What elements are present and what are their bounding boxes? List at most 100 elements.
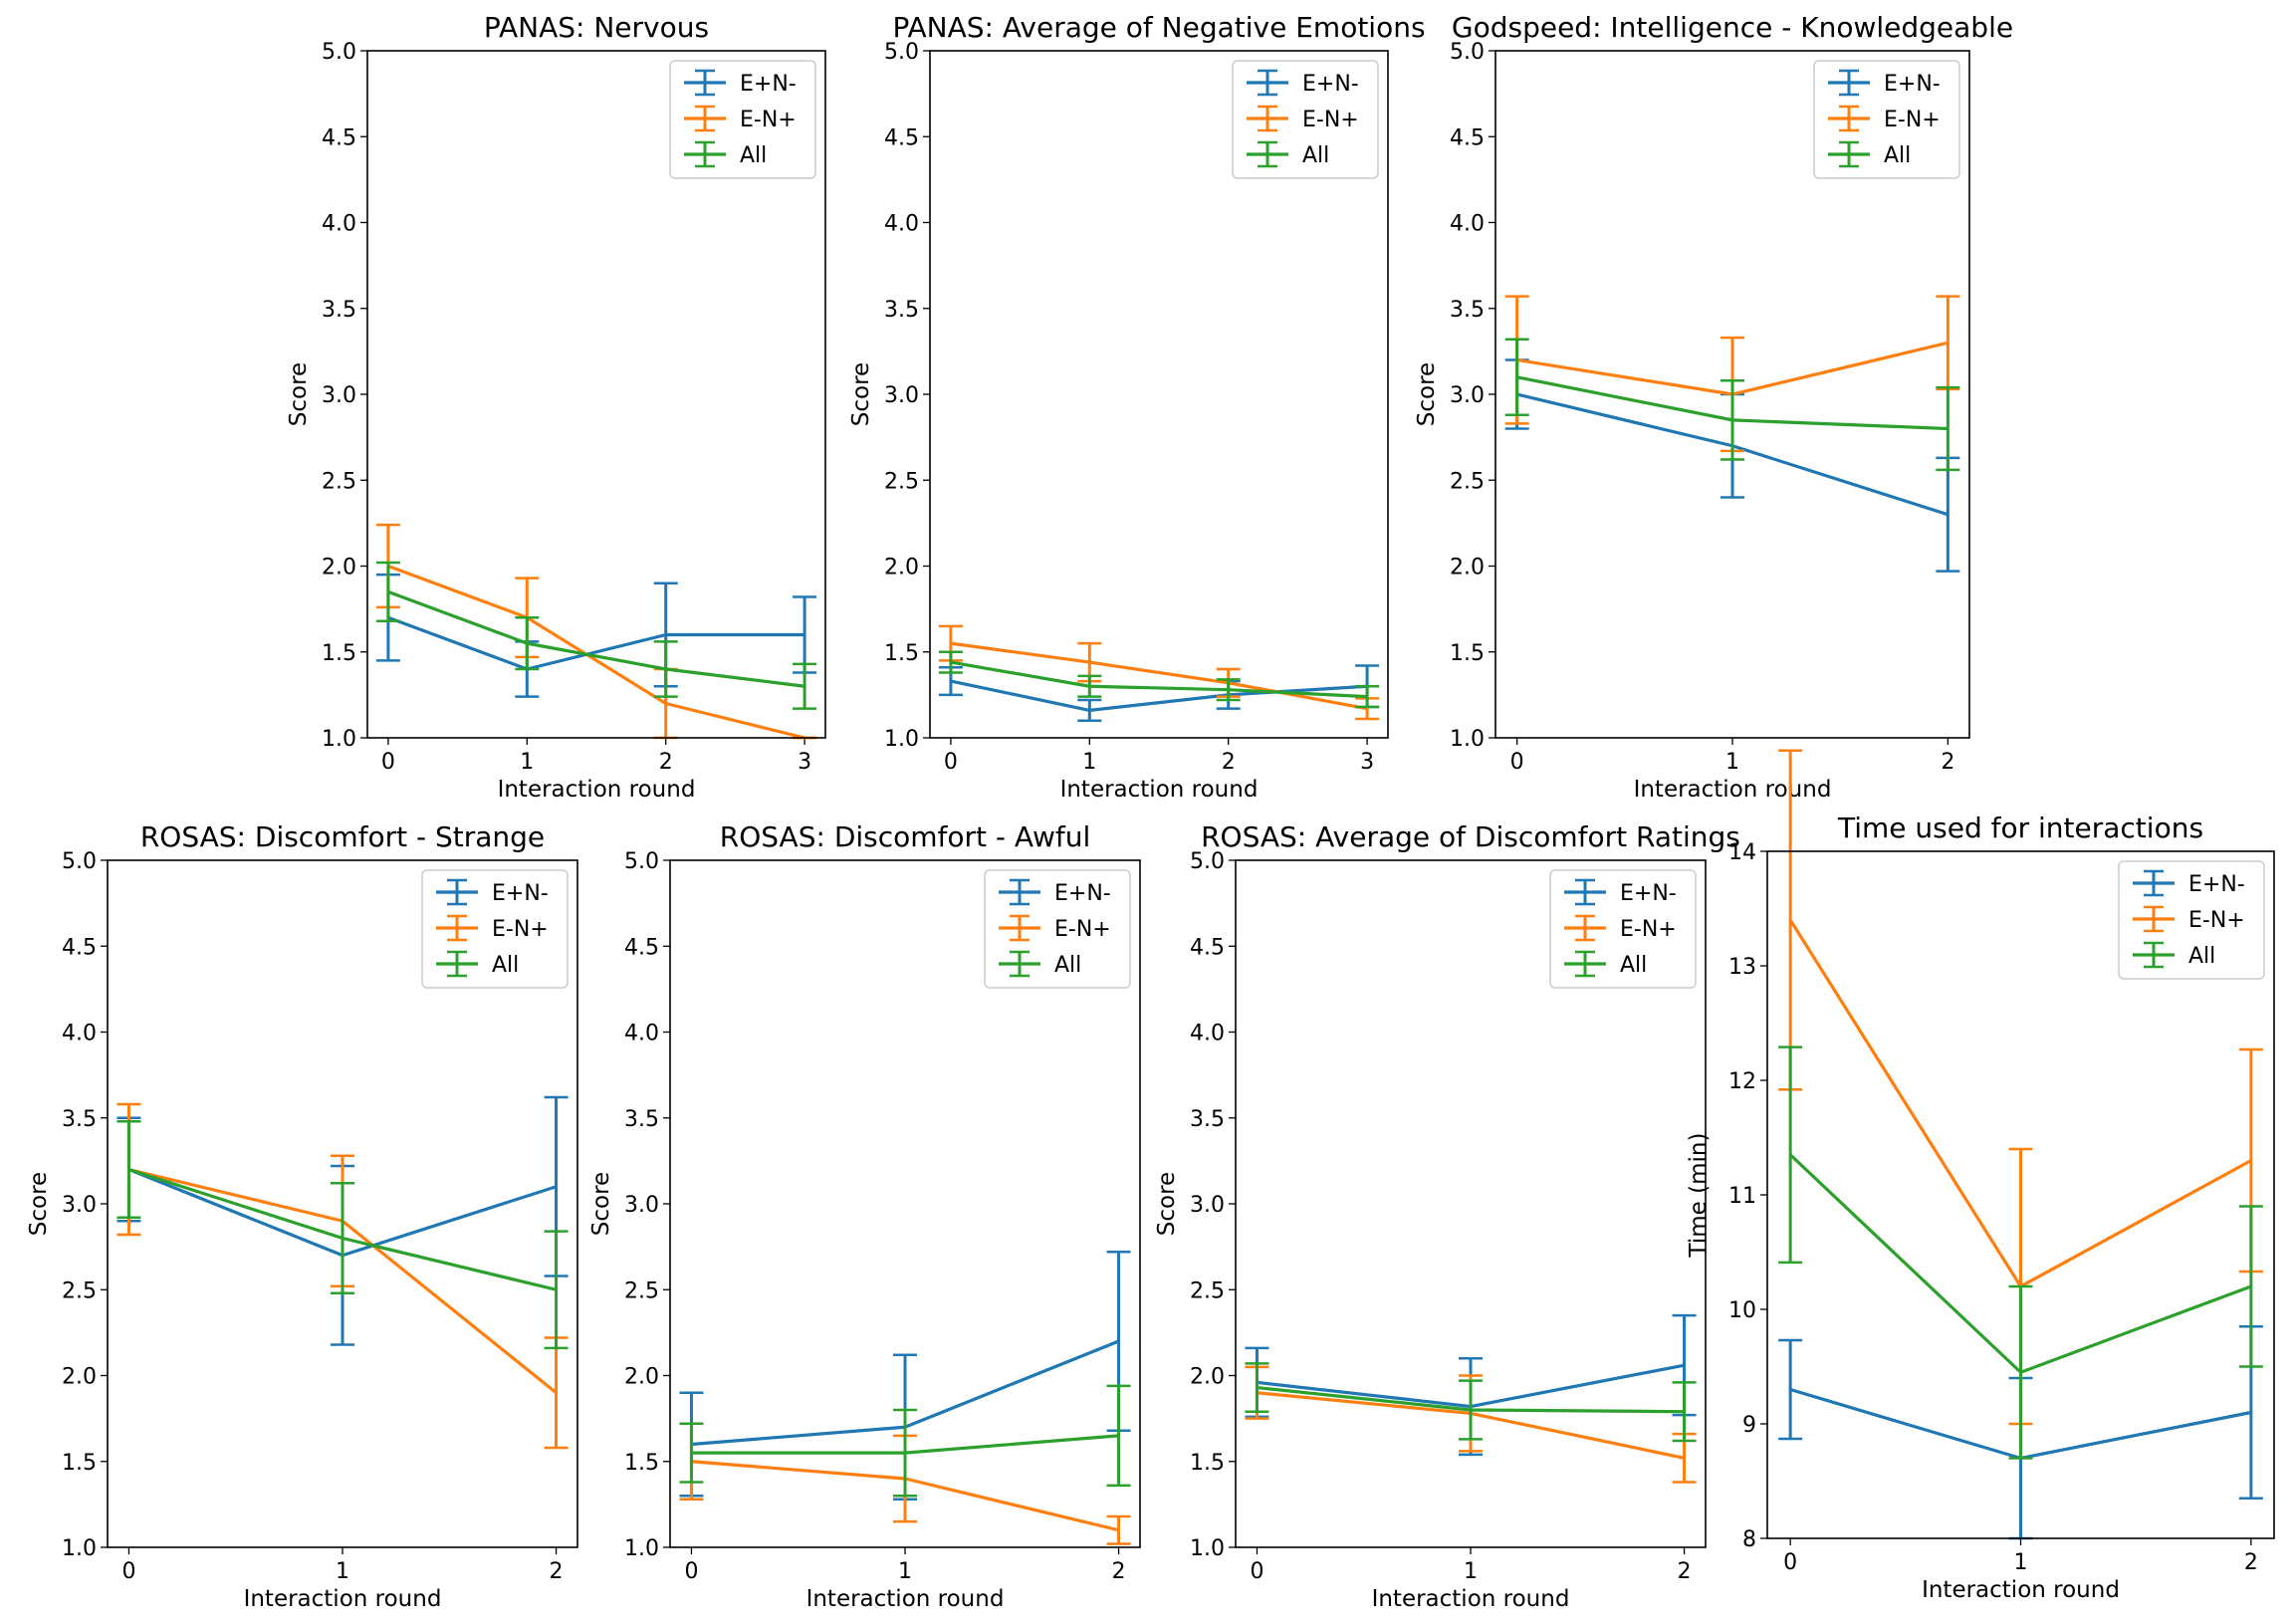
x-tick-label: 0 xyxy=(1250,1559,1263,1584)
y-tick-label: 12 xyxy=(1728,1069,1756,1094)
legend-label: E-N+ xyxy=(1054,917,1111,942)
y-tick-label: 3.0 xyxy=(884,383,919,408)
y-tick-label: 1.5 xyxy=(1450,641,1485,666)
x-tick-label: 2 xyxy=(1112,1559,1126,1584)
y-tick-label: 2.5 xyxy=(62,1278,97,1303)
y-tick-label: 3.5 xyxy=(624,1107,659,1132)
y-tick-label: 1.5 xyxy=(322,641,356,666)
series-All xyxy=(1504,338,1960,472)
x-tick-label: 1 xyxy=(2014,1550,2028,1575)
chart-title: Godspeed: Intelligence - Knowledgeable xyxy=(1452,11,2013,44)
y-tick-label: 2.0 xyxy=(884,556,919,580)
axes-frame xyxy=(107,859,578,1548)
y-tick-label: 3.5 xyxy=(322,298,356,323)
legend-handle xyxy=(684,69,726,97)
x-tick-label: 0 xyxy=(1510,750,1524,775)
legend: E+N- E-N+ All xyxy=(421,869,569,989)
x-axis-label: Interaction round xyxy=(244,1586,442,1612)
legend-handle xyxy=(1247,105,1288,132)
x-axis-label: Interaction round xyxy=(1060,777,1259,803)
y-tick-label: 1.0 xyxy=(1450,727,1485,752)
axes-frame xyxy=(1766,850,2275,1539)
y-tick-label: 2.0 xyxy=(62,1365,97,1390)
y-axis-label: Score xyxy=(588,1172,614,1236)
legend: E+N- E-N+ All xyxy=(984,869,1131,989)
x-tick-label: 0 xyxy=(121,1559,135,1584)
legend-handle xyxy=(2133,941,2175,969)
y-tick-label: 1.0 xyxy=(1190,1536,1225,1561)
y-tick-label: 2.0 xyxy=(1450,556,1485,580)
legend-handle xyxy=(1247,140,1288,168)
axes-frame xyxy=(366,50,826,739)
y-tick-label: 3.5 xyxy=(1190,1107,1225,1132)
y-tick-label: 4.0 xyxy=(884,212,919,237)
x-tick-label: 1 xyxy=(898,1559,912,1584)
chart-title: ROSAS: Discomfort - Strange xyxy=(140,820,545,853)
y-tick-label: 8 xyxy=(1742,1527,1756,1552)
y-tick-label: 4.0 xyxy=(322,212,356,237)
chart-title: PANAS: Average of Negative Emotions xyxy=(892,11,1425,44)
series-All xyxy=(938,650,1380,709)
legend-label: All xyxy=(1620,953,1647,978)
axes-frame xyxy=(669,859,1141,1548)
legend-handle xyxy=(1564,914,1606,942)
x-tick-label: 0 xyxy=(381,750,395,775)
x-axis-label: Interaction round xyxy=(806,1586,1005,1612)
series-All xyxy=(679,1384,1131,1498)
y-tick-label: 2.5 xyxy=(1450,469,1485,494)
y-tick-label: 3.0 xyxy=(624,1193,659,1218)
y-tick-label: 5.0 xyxy=(1450,40,1485,65)
y-tick-label: 10 xyxy=(1728,1298,1756,1323)
legend-handle xyxy=(1564,878,1606,906)
legend-label: All xyxy=(740,143,767,168)
series-line xyxy=(691,1434,1119,1455)
y-tick-label: 2.0 xyxy=(1190,1365,1225,1390)
x-tick-label: 0 xyxy=(1783,1550,1797,1575)
y-tick-label: 4.5 xyxy=(884,125,919,150)
legend-handle xyxy=(1828,140,1870,168)
legend-label: E+N- xyxy=(1884,72,1941,97)
y-tick-label: 4.0 xyxy=(62,1022,97,1046)
x-axis-label: Interaction round xyxy=(1634,777,1832,803)
legend-label: E+N- xyxy=(1054,881,1111,906)
legend-label: All xyxy=(1054,953,1081,978)
subplot-2: PANAS: Average of Negative Emotions 1.0 1.… xyxy=(848,11,1426,803)
x-axis-label: Interaction round xyxy=(1922,1577,2120,1603)
x-tick-label: 3 xyxy=(1360,750,1374,775)
axes-frame xyxy=(929,50,1389,739)
y-tick-label: 1.0 xyxy=(624,1536,659,1561)
series-line xyxy=(950,641,1368,711)
legend-handle xyxy=(1828,69,1870,97)
x-axis-label: Interaction round xyxy=(1372,1586,1570,1612)
error-bar xyxy=(1672,1381,1697,1443)
axes-frame xyxy=(1494,50,1970,739)
legend-label: E+N- xyxy=(1620,881,1677,906)
series-line xyxy=(387,589,805,688)
y-tick-label: 1.5 xyxy=(1190,1451,1225,1476)
legend: E+N- E-N+ All xyxy=(669,60,816,179)
y-tick-label: 2.5 xyxy=(322,469,356,494)
legend-label: E+N- xyxy=(492,881,549,906)
subplot-6: ROSAS: Average of Discomfort Ratings 1.0 1… xyxy=(1154,820,1740,1612)
legend-label: E-N+ xyxy=(740,108,797,132)
x-tick-label: 1 xyxy=(520,750,534,775)
series-line xyxy=(950,660,1368,699)
y-tick-label: 2.5 xyxy=(1190,1278,1225,1303)
y-tick-label: 4.5 xyxy=(1450,125,1485,150)
y-axis-label: Score xyxy=(1154,1172,1180,1236)
legend-label: E-N+ xyxy=(1620,917,1677,942)
y-tick-label: 4.0 xyxy=(1450,212,1485,237)
y-tick-label: 2.0 xyxy=(322,556,356,580)
x-tick-label: 1 xyxy=(1464,1559,1478,1584)
x-axis-label: Interaction round xyxy=(498,777,696,803)
legend-label: All xyxy=(1884,143,1911,168)
series-line xyxy=(387,615,805,671)
legend-label: E-N+ xyxy=(1302,108,1359,132)
legend-handle xyxy=(2133,869,2175,897)
subplot-4: ROSAS: Discomfort - Strange 1.0 1.5 2.0 2.5 3… xyxy=(26,820,578,1612)
x-tick-label: 1 xyxy=(1725,750,1739,775)
legend-label: E-N+ xyxy=(1884,108,1941,132)
y-tick-label: 4.5 xyxy=(322,125,356,150)
y-axis-label: Score xyxy=(26,1172,52,1236)
